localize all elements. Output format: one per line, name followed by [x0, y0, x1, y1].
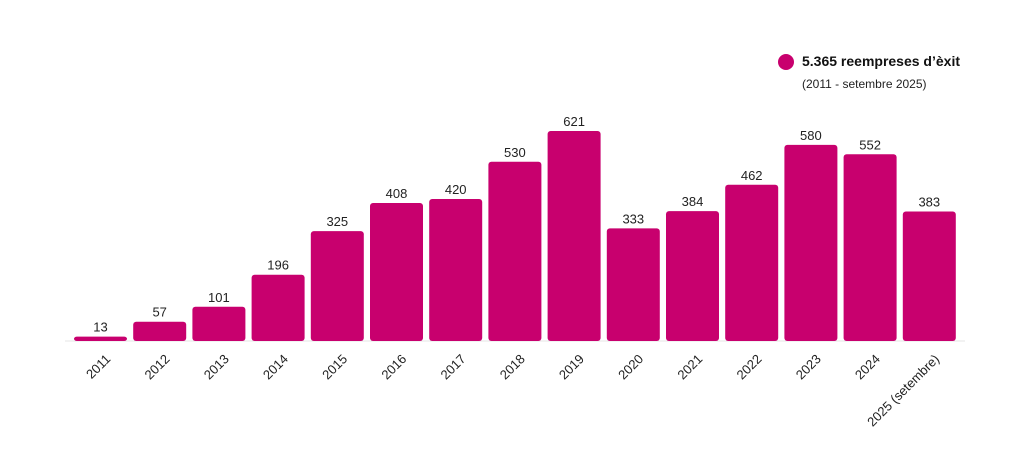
value-label-7: 530: [504, 145, 526, 160]
bar-1: [133, 321, 187, 341]
x-tick-label-1: 2012: [142, 351, 173, 382]
bar-5: [370, 203, 423, 341]
x-tick-label-8: 2019: [556, 351, 587, 382]
x-tick-label-6: 2017: [438, 351, 469, 382]
x-tick-label-0: 2011: [83, 351, 113, 381]
value-label-13: 552: [859, 137, 881, 152]
x-tick-label-5: 2016: [378, 351, 409, 382]
x-tick-label-11: 2022: [734, 351, 765, 382]
bar-12: [784, 144, 838, 341]
value-label-14: 383: [918, 195, 940, 210]
x-tick-label-9: 2020: [615, 351, 646, 382]
value-label-3: 196: [267, 258, 289, 273]
value-label-12: 580: [800, 128, 822, 143]
bar-7: [488, 161, 542, 341]
value-label-5: 408: [386, 186, 408, 201]
legend-dot: [778, 54, 794, 70]
value-label-4: 325: [326, 214, 348, 229]
value-label-2: 101: [208, 290, 230, 305]
legend-subtitle: (2011 - setembre 2025): [802, 77, 927, 91]
x-tick-label-2: 2013: [201, 351, 232, 382]
x-tick-label-13: 2024: [852, 351, 883, 382]
value-label-10: 384: [682, 194, 704, 209]
bar-6: [429, 199, 483, 341]
bar-11: [725, 184, 779, 341]
bar-2: [192, 306, 246, 341]
bar-8: [547, 131, 601, 341]
value-label-11: 462: [741, 168, 763, 183]
value-label-9: 333: [622, 211, 644, 226]
legend-title: 5.365 reempreses d’èxit: [802, 53, 960, 69]
value-label-8: 621: [563, 114, 585, 129]
bar-0: [74, 336, 127, 341]
bar-14: [902, 211, 956, 341]
bar-3: [251, 274, 305, 341]
value-label-0: 13: [93, 320, 107, 335]
x-tick-label-3: 2014: [260, 351, 291, 382]
bar-4: [310, 231, 364, 341]
x-tick-label-10: 2021: [674, 351, 705, 382]
bar-10: [666, 211, 719, 341]
x-tick-label-7: 2018: [497, 351, 528, 382]
value-labels: 13 57 101 196 325 408 420 530 621 333 384 462 580 552…: [93, 114, 940, 335]
x-tick-label-12: 2023: [793, 351, 824, 382]
value-label-1: 57: [152, 305, 166, 320]
x-tick-label-4: 2015: [319, 351, 350, 382]
bar-13: [843, 154, 897, 341]
bars: [74, 131, 956, 341]
x-tick-labels: 2011 2012 2013 2014 2015 2016 2017 2018 2019 2020…: [83, 351, 942, 429]
bar-9: [606, 228, 660, 341]
value-label-6: 420: [445, 182, 467, 197]
